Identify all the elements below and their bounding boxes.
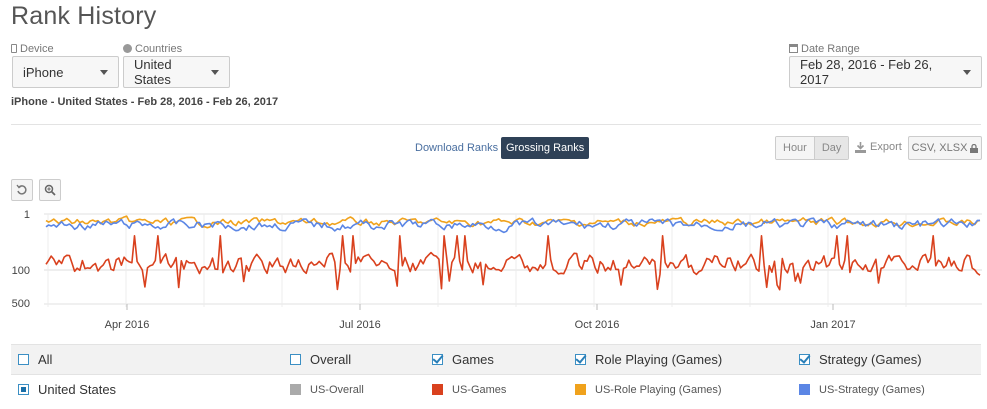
tab-download-ranks[interactable]: Download Ranks <box>415 142 499 154</box>
chevron-down-icon <box>963 69 971 75</box>
legend-label: US-Strategy (Games) <box>819 383 925 396</box>
y-tick-label: 100 <box>12 265 30 277</box>
y-tick-label: 1 <box>24 209 30 221</box>
y-tick-label: 500 <box>12 298 30 310</box>
legend-label: Games <box>452 352 494 367</box>
calendar-icon <box>789 44 798 53</box>
download-icon <box>855 141 866 153</box>
legend-series-us-games[interactable]: US-Games <box>432 384 506 396</box>
legend-toggle-strategy-games[interactable]: Strategy (Games) <box>799 352 922 367</box>
lock-icon <box>970 143 979 153</box>
legend-toggle-overall[interactable]: Overall <box>290 352 351 367</box>
tab-grossing-ranks[interactable]: Grossing Ranks <box>501 137 590 159</box>
export-label: Export <box>870 141 902 153</box>
checkbox-icon[interactable] <box>18 354 29 365</box>
selection-summary: iPhone - United States - Feb 28, 2016 - … <box>11 96 279 108</box>
y-axis: 1 100 500 <box>12 209 30 310</box>
chevron-down-icon <box>211 69 219 75</box>
legend-label: Role Playing (Games) <box>595 352 723 367</box>
granularity-toggle: Hour Day <box>775 136 850 160</box>
legend-label: United States <box>38 382 117 397</box>
radio-selected-icon[interactable] <box>18 384 29 395</box>
x-axis: Apr 2016 Jul 2016 Oct 2016 Jan 2017 <box>105 304 856 331</box>
legend-series-united-states[interactable]: United States <box>18 382 116 397</box>
countries-label: Countries <box>135 43 183 55</box>
legend-series-row: United States US-Overall US-Games US-Role P… <box>11 374 981 404</box>
legend-toggle-role-playing-games[interactable]: Role Playing (Games) <box>575 352 722 367</box>
x-tick-label: Jul 2016 <box>339 319 381 331</box>
device-select[interactable]: iPhone <box>12 56 119 88</box>
page-title: Rank History <box>11 2 157 30</box>
series-color-swatch <box>290 384 301 395</box>
reset-zoom-button[interactable] <box>11 179 33 201</box>
device-label-group: Device <box>11 43 54 55</box>
countries-select[interactable]: United States <box>123 56 230 88</box>
date-range-value: Feb 28, 2016 - Feb 26, 2017 <box>800 57 933 87</box>
legend-label: US-Games <box>452 383 507 396</box>
legend-series-us-role-playing-games[interactable]: US-Role Playing (Games) <box>575 384 722 396</box>
legend-category-row: All Overall Games Role Playing (Games) Strat… <box>11 344 981 374</box>
series-line-us-games <box>45 235 981 291</box>
device-label: Device <box>20 43 54 55</box>
countries-value: United States <box>134 57 172 87</box>
date-range-select[interactable]: Feb 28, 2016 - Feb 26, 2017 <box>789 56 982 88</box>
export-format-label: CSV, XLSX <box>911 142 968 154</box>
checkbox-checked-icon[interactable] <box>432 354 443 365</box>
legend-label: Strategy (Games) <box>819 352 922 367</box>
series-color-swatch <box>575 384 586 395</box>
checkbox-checked-icon[interactable] <box>575 354 586 365</box>
device-value: iPhone <box>23 64 64 80</box>
legend-series-us-overall[interactable]: US-Overall <box>290 384 364 396</box>
legend-label: US-Overall <box>310 383 364 396</box>
day-button[interactable]: Day <box>813 137 849 159</box>
legend-label: US-Role Playing (Games) <box>595 383 722 396</box>
series-color-swatch <box>799 384 810 395</box>
mobile-icon <box>11 44 17 53</box>
series-color-swatch <box>432 384 443 395</box>
divider <box>11 124 981 125</box>
chart-grid <box>44 213 982 307</box>
export-format-button[interactable]: CSV, XLSX <box>908 136 982 160</box>
x-tick-label: Apr 2016 <box>105 319 150 331</box>
legend-toggle-games[interactable]: Games <box>432 352 494 367</box>
x-tick-label: Jan 2017 <box>810 319 855 331</box>
x-tick-label: Oct 2016 <box>575 319 620 331</box>
export-button[interactable]: Export <box>855 141 902 153</box>
checkbox-icon[interactable] <box>290 354 301 365</box>
checkbox-checked-icon[interactable] <box>799 354 810 365</box>
countries-label-group: Countries <box>123 43 182 55</box>
series-line-us-strategy-games <box>45 217 980 234</box>
date-range-label-group: Date Range <box>789 43 860 55</box>
rank-history-chart[interactable]: 1 100 500 Apr 2016 Jul 2016 Oct 2016 Jan 2017 <box>0 204 987 340</box>
zoom-in-icon <box>44 184 56 196</box>
date-range-label: Date Range <box>801 43 860 55</box>
undo-icon <box>16 184 27 195</box>
globe-icon <box>123 44 132 53</box>
legend-toggle-all[interactable]: All <box>18 352 52 367</box>
chart-series <box>45 215 981 291</box>
legend-label: All <box>38 352 53 367</box>
chevron-down-icon <box>100 69 108 75</box>
legend-label: Overall <box>310 352 352 367</box>
legend-series-us-strategy-games[interactable]: US-Strategy (Games) <box>799 384 925 396</box>
hour-button[interactable]: Hour <box>776 137 814 159</box>
zoom-in-button[interactable] <box>39 179 61 201</box>
